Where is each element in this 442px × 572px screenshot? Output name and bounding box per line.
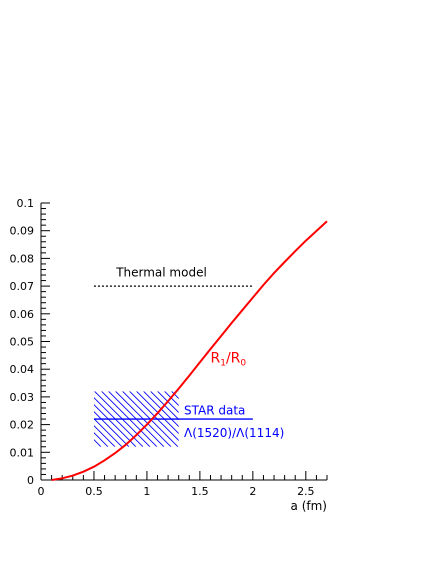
y-tick-label: 0.06 <box>10 308 35 321</box>
band-hatch-line <box>93 425 116 447</box>
star-data-label: STAR data <box>184 403 245 417</box>
band-hatch-line <box>164 391 179 407</box>
curve-label-sub1: 1 <box>220 358 226 368</box>
x-tick-label: 0 <box>38 485 45 498</box>
curve-label-main: R <box>210 350 220 366</box>
x-tick-label: 1 <box>143 485 150 498</box>
star-data-ratio-label: Λ(1520)/Λ(1114) <box>184 426 284 440</box>
band-hatch-line <box>93 446 95 447</box>
band-hatch-line <box>157 391 179 414</box>
y-tick-label: 0.04 <box>10 363 35 376</box>
series-label-r1-r0: R1/R0 <box>210 350 246 368</box>
x-tick-label: 1.5 <box>191 485 209 498</box>
y-tick-label: 0.01 <box>10 446 35 459</box>
axis-ticks: 0 0.01 0.02 0.03 0.04 0.05 0.06 0.07 0.08 0.09 0.1… <box>10 197 328 498</box>
band-hatch-line <box>93 439 102 447</box>
x-tick-label: 0.5 <box>85 485 103 498</box>
x-tick-label: 2.5 <box>297 485 315 498</box>
y-tick-label: 0.08 <box>10 252 35 265</box>
y-tick-label: 0 <box>27 474 34 487</box>
y-tick-label: 0.07 <box>10 280 35 293</box>
x-axis-label: a (fm) <box>291 499 327 513</box>
band-hatch-line <box>93 432 109 447</box>
series-line-r1-r0 <box>51 220 328 481</box>
y-tick-label: 0.1 <box>17 197 35 210</box>
y-tick-label: 0.05 <box>10 336 35 349</box>
y-tick-label: 0.03 <box>10 391 35 404</box>
y-tick-label: 0.09 <box>10 225 35 238</box>
y-tick-label: 0.02 <box>10 419 35 432</box>
thermal-model-label: Thermal model <box>115 265 207 279</box>
curve-label-sep: /R <box>226 350 241 366</box>
x-tick-label: 2 <box>249 485 256 498</box>
curve-label-sub2: 0 <box>240 358 246 368</box>
